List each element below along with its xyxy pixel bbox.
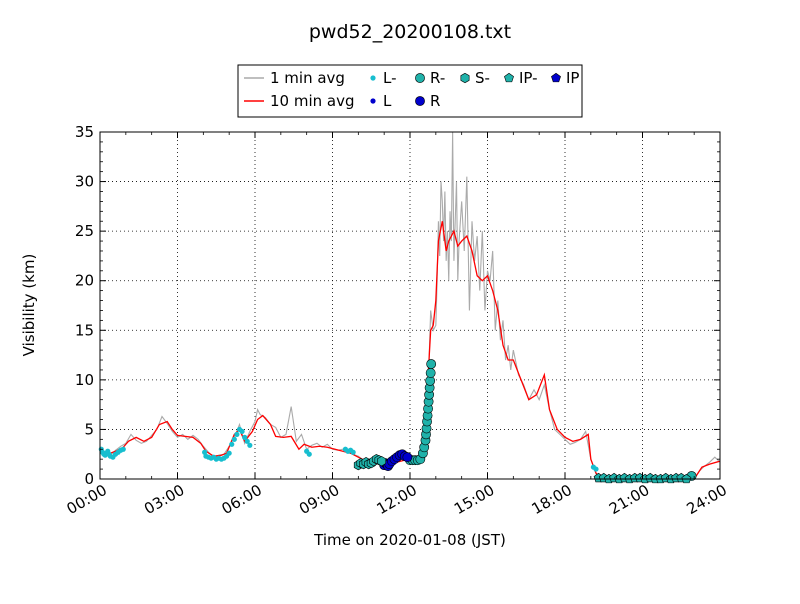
y-tick-label: 5 (84, 420, 94, 438)
legend-item: 10 min avg (244, 92, 355, 110)
marker-l-minus (120, 446, 126, 452)
y-tick-label: 35 (75, 123, 94, 141)
legend-item: L- (370, 69, 397, 87)
marker-s-minus (377, 456, 387, 467)
marker-r-minus (425, 368, 436, 378)
legend-label: IP- (519, 69, 538, 87)
marker-l-minus (226, 450, 232, 456)
legend-item: S- (460, 69, 490, 87)
x-tick-label: 18:00 (529, 481, 575, 518)
legend-item: IP- (504, 69, 538, 87)
x-tick-label: 24:00 (684, 481, 730, 518)
legend-box (237, 64, 583, 118)
y-tick-label: 15 (75, 321, 94, 339)
legend-item: 1 min avg (244, 69, 345, 87)
marker-l-minus (234, 431, 240, 437)
marker-l-minus (350, 449, 356, 455)
marker-l-minus (239, 428, 245, 435)
legend-label: R (430, 92, 440, 110)
legend-marker-swatch (370, 98, 376, 104)
marker-l-minus (229, 441, 235, 447)
x-tick-label: 03:00 (141, 481, 187, 518)
y-tick-label: 25 (75, 222, 94, 240)
legend-item: R- (415, 69, 445, 87)
legend-marker-swatch (460, 72, 470, 84)
marker-l-minus (593, 466, 599, 472)
chart-title: pwd52_20200108.txt (309, 21, 511, 43)
legend-item: L (370, 92, 392, 110)
plot-layer (98, 132, 720, 484)
marker-l-minus (247, 442, 253, 448)
marker-l-minus (242, 434, 248, 440)
legend-label: L- (383, 69, 397, 87)
legend-marker-swatch (551, 72, 561, 83)
legend-item: R (415, 92, 440, 110)
grid-layer (100, 132, 720, 479)
legend-label: S- (475, 69, 490, 87)
x-axis-label: Time on 2020-01-08 (JST) (313, 531, 506, 549)
legend-label: L (383, 92, 392, 110)
marker-l-minus (306, 451, 312, 457)
x-tick-label: 09:00 (296, 481, 342, 518)
marker-l-minus (202, 449, 208, 455)
legend-label: 10 min avg (270, 92, 355, 110)
y-tick-label: 0 (84, 470, 94, 488)
marker-l-minus (244, 438, 250, 444)
x-tick-label: 06:00 (219, 481, 265, 518)
legend-marker-swatch (415, 73, 425, 83)
legend: 1 min avg L- R- S- IP- IP 10 min avg L R (237, 64, 583, 118)
x-tick-label: 15:00 (451, 481, 497, 518)
legend-label: R- (430, 69, 445, 87)
x-tick-label: 12:00 (374, 481, 420, 518)
marker-r (402, 452, 413, 463)
y-tick-label: 10 (75, 371, 94, 389)
marker-l-minus (231, 436, 237, 442)
legend-item: IP (551, 69, 579, 87)
legend-marker-swatch (504, 72, 514, 83)
y-tick-label: 30 (75, 173, 94, 191)
legend-marker-swatch (370, 75, 376, 81)
legend-label: 1 min avg (270, 69, 345, 87)
marker-r-minus (426, 359, 437, 369)
x-tick-label: 21:00 (606, 481, 652, 518)
y-axis-label: Visibility (km) (20, 254, 38, 357)
y-tick-label: 20 (75, 272, 94, 290)
legend-marker-swatch (415, 96, 425, 106)
legend-label: IP (566, 69, 579, 87)
